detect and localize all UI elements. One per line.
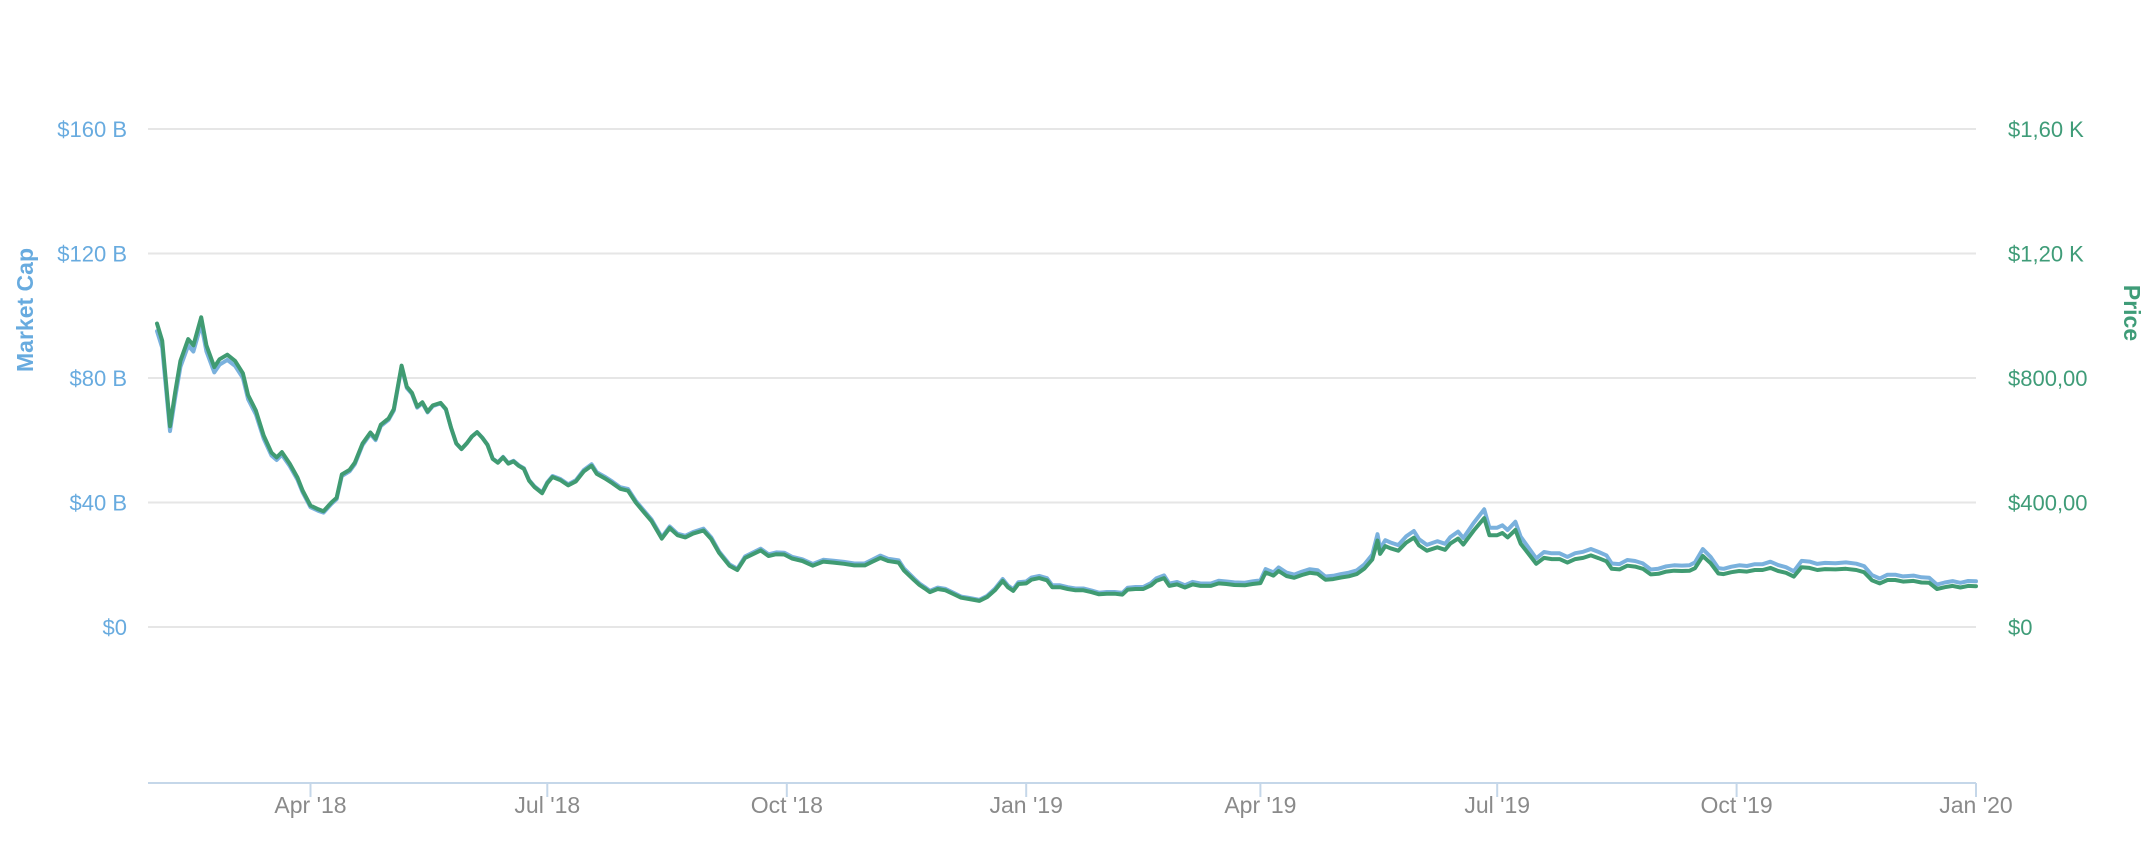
- y-right-tick-label: $1,20 K: [2008, 242, 2084, 267]
- x-axis: [148, 782, 1977, 797]
- y-axis-right-labels: $1,60 K $1,20 K $800,00 $400,00 $0: [2008, 117, 2088, 640]
- y-right-tick-label: $0: [2008, 615, 2032, 640]
- x-tick-label: Jan '19: [989, 792, 1062, 818]
- x-tick-label: Jul '18: [514, 792, 580, 818]
- y-right-tick-label: $400,00: [2008, 491, 2088, 516]
- y-left-axis-title: Market Cap: [12, 248, 38, 372]
- x-tick-label: Jul '19: [1464, 792, 1530, 818]
- x-tick-label: Apr '18: [274, 792, 346, 818]
- y-right-tick-label: $1,60 K: [2008, 117, 2084, 142]
- y-right-axis-title: Price: [2119, 285, 2145, 341]
- x-tick-label: Jan '20: [1939, 792, 2012, 818]
- y-axis-left-labels: $160 B $120 B $80 B $40 B $0: [57, 117, 127, 640]
- x-axis-labels: Apr '18 Jul '18 Oct '18 Jan '19 Apr '19 Jul '…: [274, 792, 2012, 818]
- series-lines[interactable]: [155, 315, 1978, 603]
- x-tick-label: Apr '19: [1224, 792, 1296, 818]
- y-left-tick-label: $80 B: [70, 366, 128, 391]
- y-left-tick-label: $160 B: [57, 117, 127, 142]
- x-tick-label: Oct '19: [1701, 792, 1773, 818]
- y-left-tick-label: $0: [103, 615, 127, 640]
- y-right-tick-label: $800,00: [2008, 366, 2088, 391]
- gridlines: [148, 128, 1976, 628]
- y-left-tick-label: $40 B: [70, 491, 128, 516]
- x-tick-label: Oct '18: [751, 792, 823, 818]
- price-line[interactable]: [155, 315, 1978, 603]
- y-left-tick-label: $120 B: [57, 242, 127, 267]
